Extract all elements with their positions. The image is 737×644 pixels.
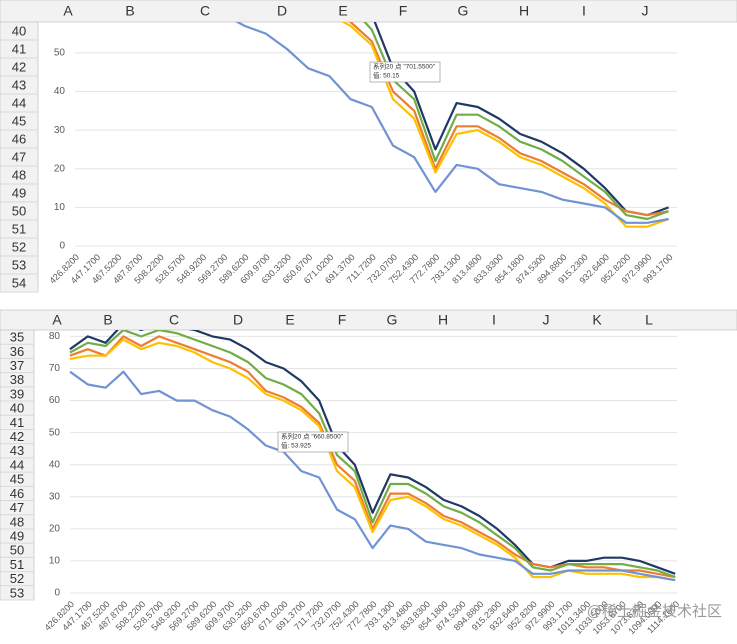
y-tick-label: 80 [49,331,61,342]
row-header: 45 [12,113,26,128]
row-header: 53 [10,585,24,600]
column-header: B [125,3,134,19]
row-header: 54 [12,275,26,290]
row-header: 53 [12,257,26,272]
row-header: 46 [12,131,26,146]
column-header-bar [0,0,737,23]
series-line [69,370,676,582]
tooltip-text: 系列20 点 "660.8500" [281,432,344,441]
column-header: I [582,3,586,19]
y-tick-label: 10 [49,556,61,567]
column-header: D [233,312,243,328]
tooltip-text: 值: 50.15 [373,71,400,80]
y-tick-label: 40 [49,459,61,470]
column-header: H [438,312,448,328]
row-header: 51 [10,557,24,572]
row-header: 46 [10,486,24,501]
y-tick-label: 0 [59,241,65,252]
row-header: 35 [10,330,24,345]
row-header: 39 [10,386,24,401]
y-tick-label: 20 [49,523,61,534]
row-header: 43 [10,443,24,458]
row-header: 50 [12,203,26,218]
column-header: F [399,3,408,19]
y-tick-label: 50 [49,427,61,438]
y-tick-label: 0 [54,588,60,599]
row-header: 43 [12,77,26,92]
column-header: B [103,312,112,328]
column-header: D [277,3,287,19]
row-header: 45 [10,472,24,487]
row-header: 49 [12,185,26,200]
series-line [69,330,676,579]
series-line [235,22,669,224]
column-header: L [645,312,653,328]
column-header: K [592,312,602,328]
row-header: 49 [10,528,24,543]
column-header: I [492,312,496,328]
tooltip-text: 系列20 点 "701.5500" [373,62,436,71]
tooltip-box [369,61,441,83]
y-tick-label: 10 [54,202,66,213]
row-header: 41 [12,41,26,56]
row-header: 40 [12,23,26,38]
row-header: 38 [10,372,24,387]
y-tick-label: 20 [54,163,66,174]
series-line [363,22,669,221]
y-tick-label: 40 [54,86,66,97]
series-line [373,22,669,217]
column-header: J [642,3,649,19]
column-header: J [543,312,550,328]
row-header: 37 [10,358,24,373]
y-tick-label: 70 [49,363,61,374]
row-header: 44 [12,95,26,110]
row-header: 42 [10,429,24,444]
row-header-bar [0,21,39,293]
column-header: C [200,3,210,19]
row-header: 47 [10,500,24,515]
row-header: 48 [12,167,26,182]
row-header: 51 [12,221,26,236]
row-header: 47 [12,149,26,164]
column-header: H [519,3,529,19]
series-line [348,22,669,217]
column-header: G [458,3,469,19]
plot-lines [69,330,676,582]
plot-lines [235,22,669,228]
row-header: 50 [10,543,24,558]
column-header: A [52,312,62,328]
row-header: 40 [10,401,24,416]
column-header: F [338,312,347,328]
row-header-bar [0,329,35,601]
row-header: 42 [12,59,26,74]
y-tick-label: 50 [54,48,66,59]
row-header: 36 [10,344,24,359]
row-header: 52 [12,239,26,254]
watermark: @稀土掘金技术社区 [587,603,722,620]
series-line [341,22,669,228]
tooltip-text: 值: 53.925 [281,441,311,450]
column-header: E [338,3,347,19]
tooltip-box [277,431,349,453]
y-tick-label: 60 [49,395,61,406]
row-header: 44 [10,457,24,472]
row-header: 41 [10,415,24,430]
column-header: E [285,312,294,328]
y-tick-label: 30 [49,491,61,502]
column-header: A [63,3,73,19]
column-header: G [387,312,398,328]
column-header-bar [0,309,737,331]
row-header: 48 [10,514,24,529]
row-header: 52 [10,571,24,586]
column-header: C [169,312,179,328]
y-tick-label: 30 [54,125,66,136]
series-line [69,330,676,575]
